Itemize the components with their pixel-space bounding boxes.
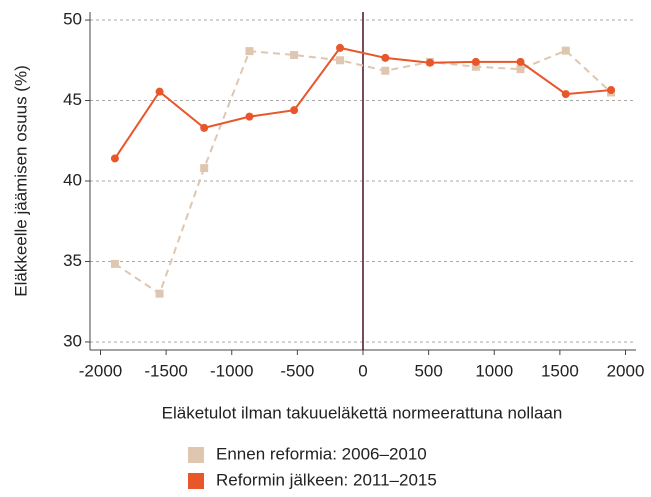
y-tick-label: 40 [63,170,82,189]
legend-label: Ennen reformia: 2006–2010 [216,444,427,463]
point [381,66,390,75]
legend-swatch [188,473,204,489]
x-tick-label: -500 [280,361,314,380]
y-axis-label: Eläkkeelle jäämisen osuus (%) [11,65,30,297]
point [516,65,525,74]
point [200,123,209,132]
legend-swatch [188,447,204,463]
x-tick-label: 2000 [607,361,645,380]
point [110,259,119,268]
y-tick-label: 30 [63,331,82,350]
y-tick-label: 50 [63,10,82,29]
point [110,154,119,163]
series-line [114,46,612,160]
point [336,43,345,52]
point [607,86,616,95]
point [245,112,254,121]
point [381,53,390,62]
point [155,87,164,96]
point [471,62,480,71]
y-tick-label: 35 [63,251,82,270]
point [155,289,164,298]
point [471,57,480,66]
point [561,90,570,99]
point [425,58,434,67]
x-tick-label: 0 [358,361,367,380]
x-tick-label: 1500 [541,361,579,380]
x-tick-label: 500 [414,361,442,380]
point [200,164,209,173]
point [245,47,254,56]
x-tick-label: -2000 [79,361,122,380]
point [516,57,525,66]
x-tick-label: -1500 [144,361,187,380]
y-tick-label: 45 [63,90,82,109]
legend-label: Reformin jälkeen: 2011–2015 [216,470,437,489]
x-axis-label: Eläketulot ilman takuueläkettä normeerat… [162,403,563,422]
point [290,50,299,59]
x-tick-label: 1000 [475,361,513,380]
point [561,46,570,55]
point [290,106,299,115]
x-tick-label: -1000 [210,361,253,380]
point [336,56,345,65]
